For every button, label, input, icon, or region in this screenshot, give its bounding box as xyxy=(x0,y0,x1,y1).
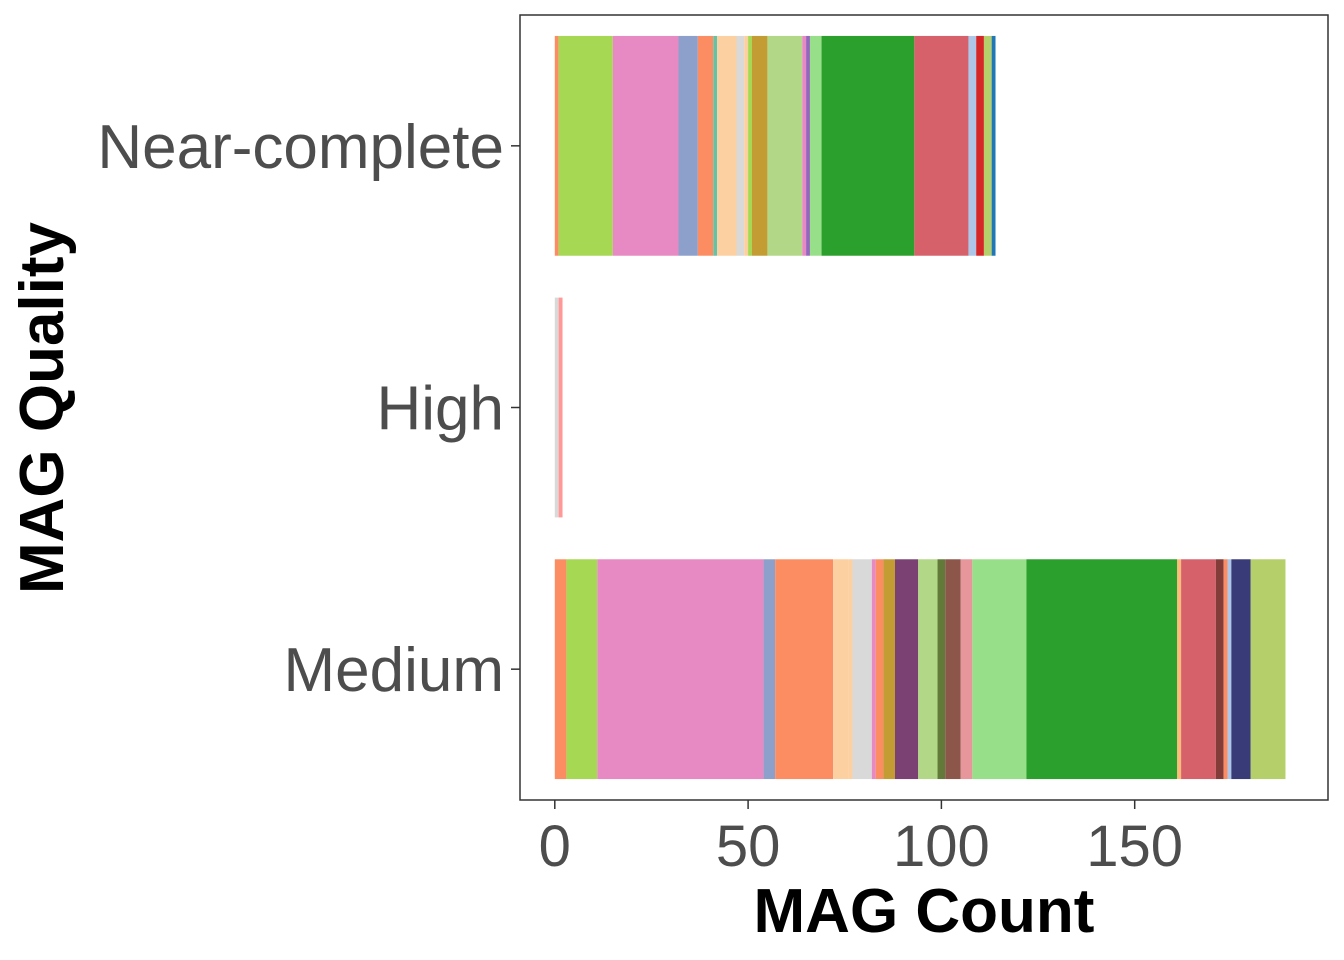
x-tick-label-100: 100 xyxy=(893,814,990,879)
bar-segment-near-complete-13 xyxy=(802,35,807,256)
bar-segment-near-complete-19 xyxy=(976,35,984,256)
bars-layer xyxy=(554,35,1286,780)
y-tick-label-high: High xyxy=(376,375,504,444)
bar-segment-high-1 xyxy=(554,297,559,518)
bar-segment-medium-13 xyxy=(918,559,938,780)
bar-segment-near-complete-11 xyxy=(751,35,768,256)
x-tick-label-0: 0 xyxy=(539,814,571,879)
bar-segment-near-complete-15 xyxy=(809,35,822,256)
bar-segment-medium-5 xyxy=(775,559,834,780)
bar-segment-near-complete-9 xyxy=(744,35,749,256)
x-tick-label-150: 150 xyxy=(1086,814,1183,879)
bar-segment-medium-17 xyxy=(972,559,1027,780)
bar-segment-near-complete-20 xyxy=(983,35,992,256)
bar-segment-medium-11 xyxy=(883,559,896,780)
y-tick-label-near-complete: Near-complete xyxy=(97,113,504,182)
bar-segment-near-complete-6 xyxy=(713,35,718,256)
bar-segment-medium-21 xyxy=(1215,559,1224,780)
bar-segment-medium-19 xyxy=(1177,559,1182,780)
bar-segment-medium-12 xyxy=(895,559,919,780)
bar-segment-medium-1 xyxy=(554,559,567,780)
bar-segment-near-complete-2 xyxy=(558,35,613,256)
bar-segment-near-complete-1 xyxy=(554,35,559,256)
x-tick-label-50: 50 xyxy=(716,814,781,879)
bar-segment-medium-9 xyxy=(871,559,876,780)
bar-segment-high-2 xyxy=(558,297,563,518)
bar-segment-near-complete-5 xyxy=(697,35,714,256)
y-axis: Near-complete High Medium xyxy=(97,113,520,705)
bar-segment-medium-6 xyxy=(833,559,849,780)
bar-segment-near-complete-17 xyxy=(914,35,969,256)
bar-segment-near-complete-10 xyxy=(748,35,752,256)
bar-segment-medium-20 xyxy=(1181,559,1216,780)
bar-segment-medium-25 xyxy=(1250,559,1286,780)
bar-segment-near-complete-14 xyxy=(806,35,810,256)
bar-segment-medium-18 xyxy=(1026,559,1178,780)
bar-segment-medium-7 xyxy=(848,559,853,780)
y-axis-title: MAG Quality xyxy=(8,221,77,594)
bar-segment-near-complete-12 xyxy=(767,35,803,256)
bar-segment-medium-14 xyxy=(937,559,946,780)
x-axis: 0 50 100 150 xyxy=(539,800,1183,879)
bar-segment-medium-23 xyxy=(1227,559,1232,780)
bar-segment-medium-22 xyxy=(1223,559,1228,780)
bar-segment-near-complete-3 xyxy=(612,35,679,256)
bar-segment-medium-2 xyxy=(566,559,598,780)
bar-segment-near-complete-18 xyxy=(968,35,977,256)
bar-segment-medium-3 xyxy=(597,559,764,780)
bar-segment-near-complete-4 xyxy=(678,35,698,256)
bar-segment-medium-8 xyxy=(852,559,872,780)
y-tick-label-medium: Medium xyxy=(283,636,504,705)
x-axis-title: MAG Count xyxy=(754,877,1095,946)
bar-segment-medium-24 xyxy=(1231,559,1251,780)
bar-segment-medium-4 xyxy=(763,559,776,780)
bar-segment-near-complete-21 xyxy=(991,35,996,256)
bar-segment-near-complete-7 xyxy=(717,35,737,256)
bar-segment-medium-15 xyxy=(945,559,961,780)
bar-segment-medium-10 xyxy=(875,559,884,780)
bar-segment-near-complete-8 xyxy=(736,35,745,256)
bar-segment-near-complete-16 xyxy=(821,35,915,256)
bar-segment-medium-16 xyxy=(960,559,973,780)
